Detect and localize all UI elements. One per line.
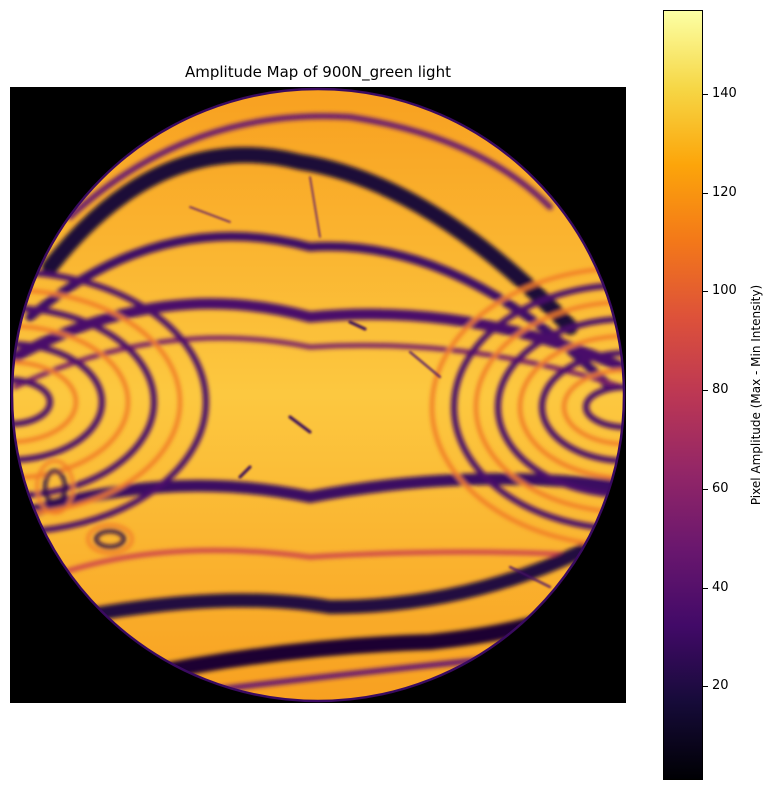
right-loop-fringe [518,334,624,480]
colorbar-tick-label: 20 [712,678,729,694]
fringe-band [42,147,578,335]
surface-defect [288,415,312,434]
fringe-band [12,298,624,373]
fringe-band [47,547,613,580]
colorbar-label: Pixel Amplitude (Max - Min Intensity) [749,284,763,506]
colorbar-tick [703,686,708,688]
fringe-band [23,540,597,634]
left-loop-fringe [12,269,209,535]
colorbar-gradient [663,10,703,780]
right-loop-fringe [539,350,624,464]
chart-title: Amplitude Map of 900N_green light [185,63,451,81]
surface-defect [348,320,367,331]
colorbar-tick [703,390,708,392]
vortex-fringe [43,469,67,505]
left-loop-fringe [12,288,182,516]
vortex-fringe [86,523,134,555]
colorbar-tick-label: 80 [712,382,729,398]
colorbar-tick-label: 40 [712,579,729,595]
surface-defect [409,351,441,378]
colorbar-tick-label: 120 [712,184,737,200]
colorbar-tick-label: 140 [712,85,737,101]
left-loop-fringe [12,360,78,444]
surface-defect [238,465,252,479]
surface-defect [309,176,321,238]
surface-defect [189,206,231,223]
colorbar-tick-label: 60 [712,480,729,496]
surface-defect [509,566,551,588]
right-loop-fringe [474,300,624,514]
right-loop-fringe [451,282,624,532]
fringe-band [12,335,624,390]
disc-rim [10,87,626,703]
right-loop-fringe [562,368,624,446]
colorbar: 20 40 60 80 100 120 140 [663,10,737,780]
colorbar-tick [703,93,708,95]
right-loop-fringe [430,266,624,548]
left-loop-fringe [12,305,157,499]
colorbar-tick [703,192,708,194]
left-loop-fringe [12,341,105,463]
vortex-fringe [94,529,126,549]
amplitude-map [10,87,626,703]
left-loop-fringe [12,377,53,427]
colorbar-tick [703,488,708,490]
left-loop-fringe [12,324,130,480]
colorbar-tick [703,291,708,293]
colorbar-tick [703,587,708,589]
colorbar-tick-label: 100 [712,283,737,299]
fringe-band [67,113,553,220]
vortex-fringe [35,459,75,515]
right-loop-fringe [583,384,624,430]
right-loop-fringe [495,316,624,498]
